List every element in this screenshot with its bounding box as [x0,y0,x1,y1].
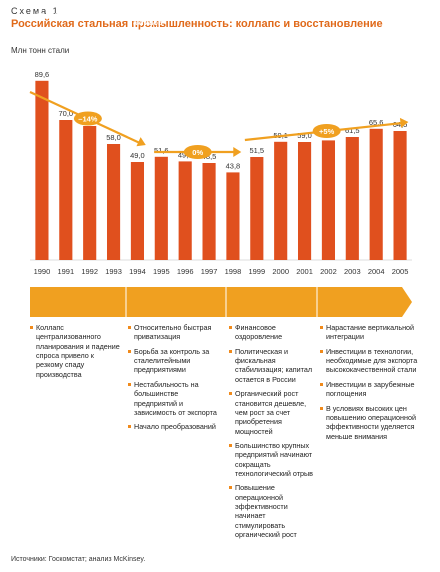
list-item: Нарастание вертикальной интеграции [320,323,420,342]
list-item: Коллапс централизованного планирования и… [30,323,120,379]
bar-value-label: 43,8 [226,161,241,170]
trend-label: –14% [78,114,98,123]
bar-value-label: 89,6 [35,70,50,79]
phase-sustainable-label: Устойчивое развитие [323,9,402,19]
bar [106,144,121,260]
list-item: Нестабильность на большинстве предприяти… [128,380,223,417]
x-tick-label: 2000 [272,267,289,276]
bar-value-label: 49,0 [130,151,145,160]
bar [59,120,73,260]
list-item: Инвестиции в зарубежные поглощения [320,380,420,399]
x-tick-label: 2003 [344,267,361,276]
bar [274,141,288,260]
bar-chart: 89,6199070,0199167,0199258,0199349,01994… [29,70,412,276]
bar [226,172,240,260]
x-tick-label: 1996 [177,267,194,276]
list-item: Большинство крупных предприятий начинают… [229,441,316,478]
list-item: Политическая и фискальная стабилизация; … [229,347,316,384]
bar-value-label: 64,5 [393,120,408,129]
list-item: Начало преобразований [128,422,223,431]
bar-value-label: 61,5 [345,126,360,135]
x-tick-label: 1994 [129,267,146,276]
bar [35,80,49,260]
phase-arrow [30,287,412,317]
bar-value-label: 58,0 [106,133,121,142]
x-tick-label: 1997 [201,267,218,276]
bar [154,156,168,260]
bar [393,131,407,260]
bar [297,142,312,260]
bar [369,128,383,260]
phase-sustainable-column: Нарастание вертикальной интеграции Инвес… [320,323,420,446]
phase-collapse-column: Коллапс централизованного планирования и… [30,323,120,384]
x-tick-label: 2002 [320,267,337,276]
x-tick-label: 2005 [392,267,409,276]
list-item: Органический рост становится дешевле, че… [229,389,316,436]
trend-badge [312,124,341,138]
phase-growth-column: Финансовое оздоровление Политическая и ф… [229,323,316,545]
x-tick-label: 1991 [57,267,74,276]
phase-privatization-label: Приватизация/перераспределение активов [133,0,207,28]
bar-value-label: 51,6 [154,146,169,155]
bar-value-label: 70,0 [59,109,74,118]
x-tick-label: 1998 [225,267,242,276]
list-item: Борьба за контроль за сталелитейными пре… [128,347,223,375]
bar [345,137,359,260]
trend-badge [73,111,102,126]
list-item: Инвестиции в технологии, необходимые для… [320,347,420,375]
bar [202,163,216,260]
y-axis-unit: Млн тонн стали [11,46,70,55]
source-note: Источники: Госкомстат; анализ McKinsey. [11,556,146,563]
bar-value-label: 51,5 [250,146,265,155]
list-item: В условиях высоких цен повышению операци… [320,404,420,441]
bar-value-label: 65,6 [369,118,384,127]
bar [130,162,145,260]
list-item: Финансовое оздоровление [229,323,316,342]
phase-privatization-column: Относительно быстрая приватизация Борьба… [128,323,223,437]
phase-collapse-label: Коллапс [36,9,67,19]
trend-badge [183,145,212,159]
bar-value-label: 59,0 [297,131,312,140]
bar [250,157,264,260]
bar-value-label: 48,5 [202,152,217,161]
trend-label: 0% [192,148,203,157]
scheme-label: Схема 1 [11,6,60,16]
x-tick-label: 2004 [368,267,385,276]
x-tick-label: 1995 [153,267,170,276]
phase-growth-label: Рост и восстановление [233,5,294,23]
x-tick-label: 1992 [81,267,98,276]
x-tick-label: 2001 [296,267,313,276]
trend-arrowhead [233,147,242,157]
list-item: Повышение операционной эффективности нач… [229,483,316,539]
x-tick-label: 1999 [248,267,265,276]
x-tick-label: 1990 [34,267,51,276]
trend-arrowhead [136,137,146,147]
bar [178,161,192,260]
list-item: Относительно быстрая приватизация [128,323,223,342]
chart-title: Российская стальная промышленность: колл… [11,18,383,30]
trend-label: +5% [319,127,335,136]
bar [83,126,97,260]
trend-arrowhead [399,117,409,128]
bar [321,140,336,260]
x-tick-label: 1993 [105,267,122,276]
